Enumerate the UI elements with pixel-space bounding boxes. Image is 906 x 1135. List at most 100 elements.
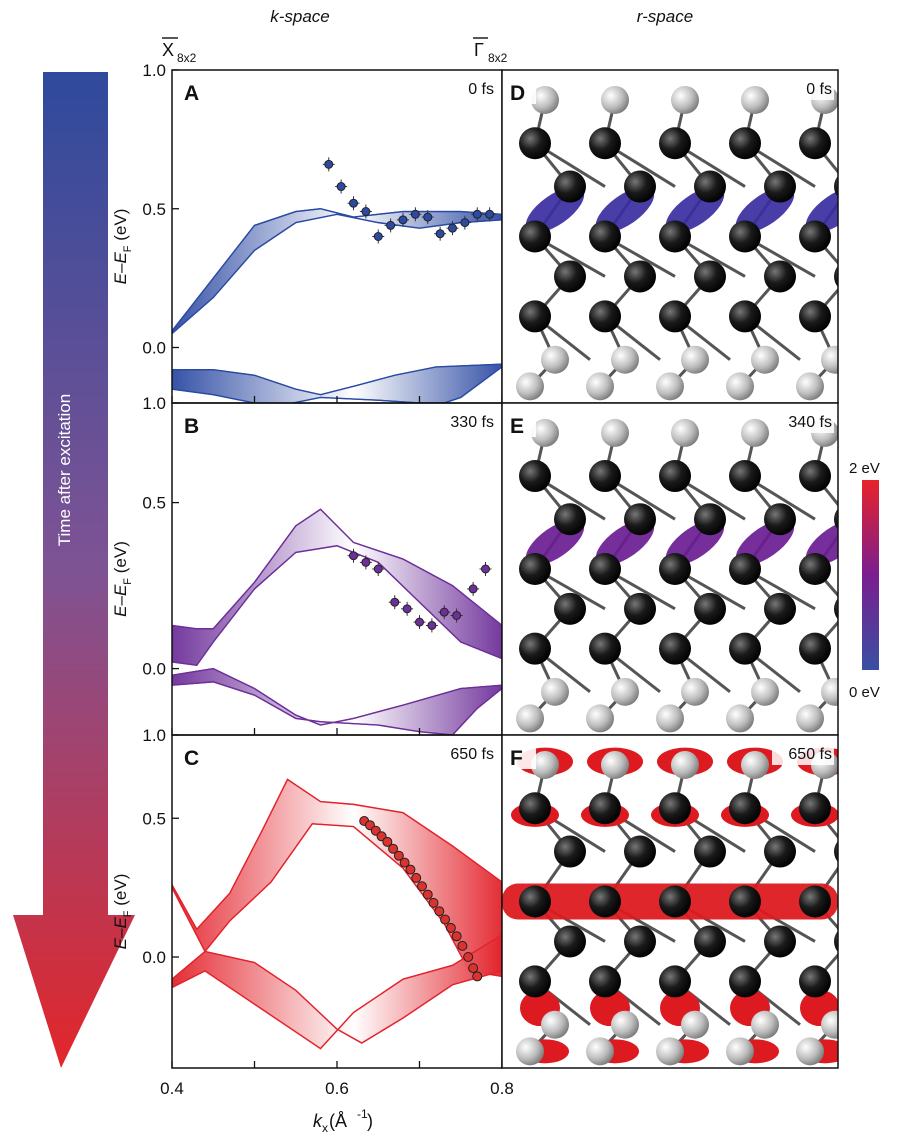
panel-time-label: 0 fs	[806, 81, 832, 98]
silicon-atom	[589, 885, 621, 918]
silicon-atom	[799, 127, 831, 160]
silicon-atom	[659, 553, 691, 585]
data-point	[373, 564, 383, 574]
hydrogen-atom	[681, 345, 709, 374]
hydrogen-atom	[516, 372, 544, 401]
data-point	[336, 182, 346, 192]
k-panel-plot-area	[172, 157, 502, 403]
k-panel-b: 0.5 0.0 1.0 B 330 fs E–EF (eV)	[111, 402, 503, 745]
lower-band-lower-edge	[172, 681, 502, 735]
silicon-atom	[624, 260, 656, 293]
silicon-atom	[589, 300, 621, 333]
hydrogen-atom	[516, 1037, 544, 1066]
k-panel-c: 0.5 0.0 C 650 fs E–EF (eV)	[111, 734, 503, 1069]
silicon-atom	[799, 792, 831, 825]
hydrogen-atom	[516, 704, 544, 733]
silicon-atom	[554, 170, 586, 203]
panel-letter-bg	[506, 74, 536, 104]
upper-band	[172, 778, 502, 978]
data-point	[428, 897, 439, 908]
panel-letter: A	[184, 82, 199, 105]
silicon-atom	[834, 840, 838, 863]
silicon-atom	[624, 170, 656, 203]
data-point	[463, 952, 474, 962]
silicon-atom	[694, 503, 726, 536]
data-point	[410, 209, 420, 219]
data-point	[415, 617, 424, 627]
k-panel-frame	[171, 69, 503, 404]
hydrogen-atom	[821, 677, 838, 706]
silicon-atom	[589, 553, 621, 585]
silicon-atom	[624, 835, 656, 868]
silicon-atom	[519, 792, 551, 825]
hydrogen-atom	[541, 345, 569, 374]
panel-time-label: 0 fs	[468, 81, 494, 98]
silicon-atom	[799, 553, 831, 585]
silicon-atom	[799, 300, 831, 333]
data-point	[422, 889, 433, 900]
time-arrow-label: Time after excitation	[55, 394, 74, 546]
silicon-atom	[834, 175, 838, 198]
hydrogen-atom	[671, 750, 699, 779]
colorbar-gradient	[862, 480, 879, 670]
panel-time-label: 340 fs	[788, 414, 832, 431]
silicon-atom	[589, 965, 621, 998]
silicon-atom	[589, 127, 621, 160]
data-point	[423, 212, 433, 222]
y-axis-title: E–EF (eV)	[111, 209, 134, 285]
hydrogen-atom	[531, 750, 559, 779]
r-panel-f: F 650 fs	[501, 734, 839, 1069]
silicon-atom	[729, 632, 761, 665]
hydrogen-atom	[821, 1010, 838, 1039]
x-axis-title-close: )	[367, 1111, 373, 1131]
k-panel-plot-area	[172, 508, 502, 735]
panel-time-bg	[772, 409, 834, 433]
x-point-label: X 8x2	[162, 37, 197, 65]
data-point	[416, 881, 427, 892]
data-point	[388, 843, 399, 854]
time-arrow: Time after excitation	[13, 72, 135, 1068]
hydrogen-atom	[726, 372, 754, 401]
silicon-atom	[554, 503, 586, 536]
y-axis-title: E–EF (eV)	[111, 874, 134, 950]
x-axis: 0.4 0.6 0.8	[160, 1079, 514, 1098]
silicon-atom	[659, 220, 691, 253]
silicon-atom	[624, 592, 656, 625]
panel-time-label: 650 fs	[450, 746, 494, 763]
silicon-atom	[519, 220, 551, 253]
silicon-atom	[519, 965, 551, 998]
hydrogen-atom	[751, 677, 779, 706]
hydrogen-atom	[681, 1010, 709, 1039]
data-point	[361, 557, 371, 567]
silicon-atom	[799, 632, 831, 665]
panel-time-label: 650 fs	[788, 746, 832, 763]
panel-time-bg	[772, 76, 834, 100]
silicon-atom	[659, 300, 691, 333]
data-point	[398, 215, 408, 225]
hydrogen-atom	[751, 345, 779, 374]
hydrogen-atom	[531, 85, 559, 114]
silicon-atom	[659, 632, 691, 665]
data-point	[440, 914, 451, 925]
data-point	[382, 836, 393, 847]
r-space-title: r-space	[637, 7, 693, 26]
y-tick-label: 0.5	[142, 494, 166, 513]
silicon-atom	[729, 220, 761, 253]
upper-band-lower-edge	[172, 545, 502, 667]
panel-letter: E	[510, 415, 524, 438]
data-point	[445, 922, 456, 933]
silicon-atom	[764, 925, 796, 958]
lower-band	[172, 667, 502, 735]
data-point	[361, 207, 371, 217]
hydrogen-atom	[586, 704, 614, 733]
k-space-panels: 1.0 0.5 0.0 1.0 A 0 fs E–EF (eV) 0.5 0.0 1.0 B 330 …	[111, 61, 503, 1069]
silicon-atom	[554, 835, 586, 868]
lower-band-upper-edge	[172, 363, 502, 396]
hydrogen-atom	[656, 1037, 684, 1066]
colorbar-top-label: 2 eV	[849, 460, 880, 477]
silicon-atom	[624, 925, 656, 958]
data-point	[451, 931, 462, 942]
silicon-atom	[589, 792, 621, 825]
x-tick-label: 0.4	[160, 1079, 184, 1098]
